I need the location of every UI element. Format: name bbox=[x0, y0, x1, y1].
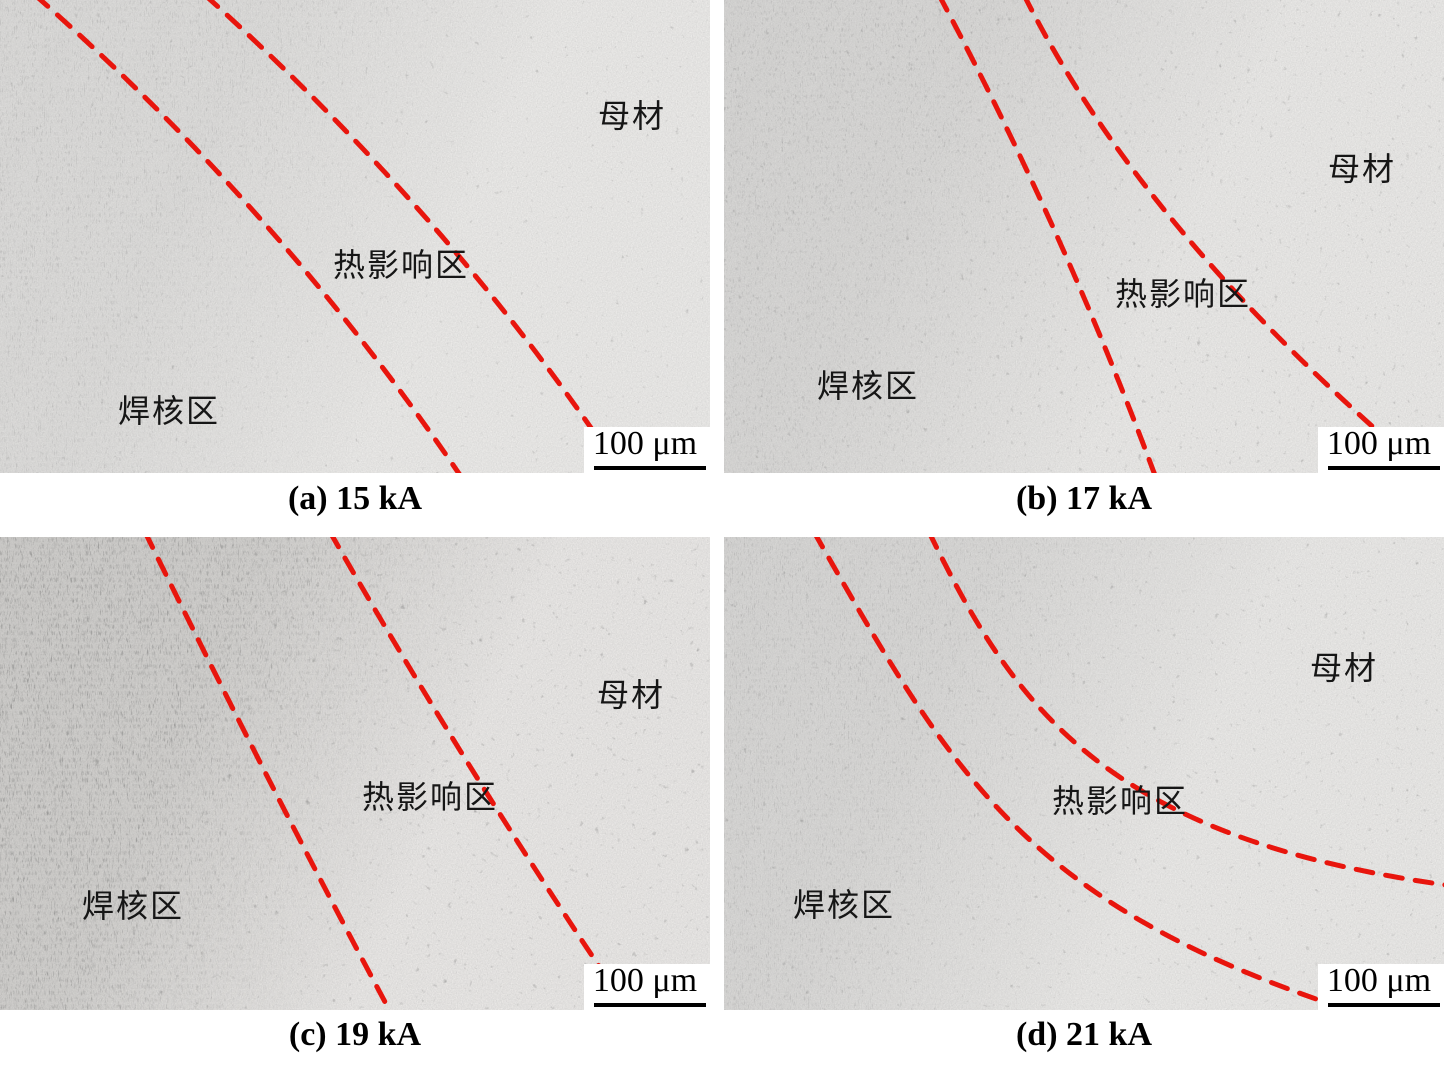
micrograph-image-d bbox=[724, 537, 1444, 1010]
scale-bar: 100 μm bbox=[584, 425, 710, 473]
micrograph-panel-d: 母材 热影响区 焊核区 100 μm bbox=[724, 537, 1444, 1010]
scale-bar: 100 μm bbox=[1318, 425, 1444, 473]
micrograph-image-b bbox=[724, 0, 1444, 473]
panel-caption-d: (d) 21 kA bbox=[1015, 1016, 1153, 1053]
micrograph-image-a bbox=[0, 0, 710, 473]
zone-label-base-metal: 母材 bbox=[598, 98, 667, 134]
scale-bar-label: 100 μm bbox=[1326, 962, 1432, 999]
zone-label-base-metal: 母材 bbox=[597, 677, 666, 713]
boundary-line-haz-base-c bbox=[329, 537, 632, 1010]
scale-bar-label: 100 μm bbox=[592, 962, 698, 999]
scale-bar-line bbox=[1328, 466, 1440, 470]
zone-label-nugget: 焊核区 bbox=[817, 368, 920, 404]
zone-label-base-metal: 母材 bbox=[1310, 650, 1379, 686]
scale-bar-label: 100 μm bbox=[592, 425, 698, 462]
micrograph-panel-c: 母材 热影响区 焊核区 100 μm bbox=[0, 537, 710, 1010]
panel-caption-c: (c) 19 kA bbox=[288, 1016, 422, 1053]
boundary-line-nugget-haz-a bbox=[36, 0, 462, 473]
micrograph-panel-b: 母材 热影响区 焊核区 100 μm bbox=[724, 0, 1444, 473]
boundary-line-haz-base-b bbox=[1023, 0, 1429, 473]
scale-bar: 100 μm bbox=[1318, 962, 1444, 1010]
scale-bar-line bbox=[594, 1003, 706, 1007]
boundary-line-nugget-haz-d bbox=[813, 537, 1357, 1010]
scale-bar: 100 μm bbox=[584, 962, 710, 1010]
zone-label-haz: 热影响区 bbox=[362, 779, 499, 815]
boundary-line-haz-base-a bbox=[206, 0, 625, 473]
boundary-line-nugget-haz-b bbox=[938, 0, 1157, 473]
zone-label-nugget: 焊核区 bbox=[82, 888, 185, 924]
zone-label-haz: 热影响区 bbox=[333, 247, 470, 283]
scale-bar-line bbox=[594, 466, 706, 470]
micrograph-panel-a: 母材 热影响区 焊核区 100 μm bbox=[0, 0, 710, 473]
zone-label-base-metal: 母材 bbox=[1328, 151, 1397, 187]
zone-label-nugget: 焊核区 bbox=[793, 887, 896, 923]
panel-caption-a: (a) 15 kA bbox=[287, 480, 423, 517]
zone-label-nugget: 焊核区 bbox=[118, 393, 221, 429]
micrograph-image-c bbox=[0, 537, 710, 1010]
scale-bar-line bbox=[1328, 1003, 1440, 1007]
panel-caption-b: (b) 17 kA bbox=[1015, 480, 1153, 517]
boundary-line-nugget-haz-c bbox=[144, 537, 393, 1010]
boundary-line-haz-base-d bbox=[928, 537, 1444, 888]
zone-label-haz: 热影响区 bbox=[1052, 783, 1189, 819]
scale-bar-label: 100 μm bbox=[1326, 425, 1432, 462]
zone-label-haz: 热影响区 bbox=[1115, 276, 1252, 312]
